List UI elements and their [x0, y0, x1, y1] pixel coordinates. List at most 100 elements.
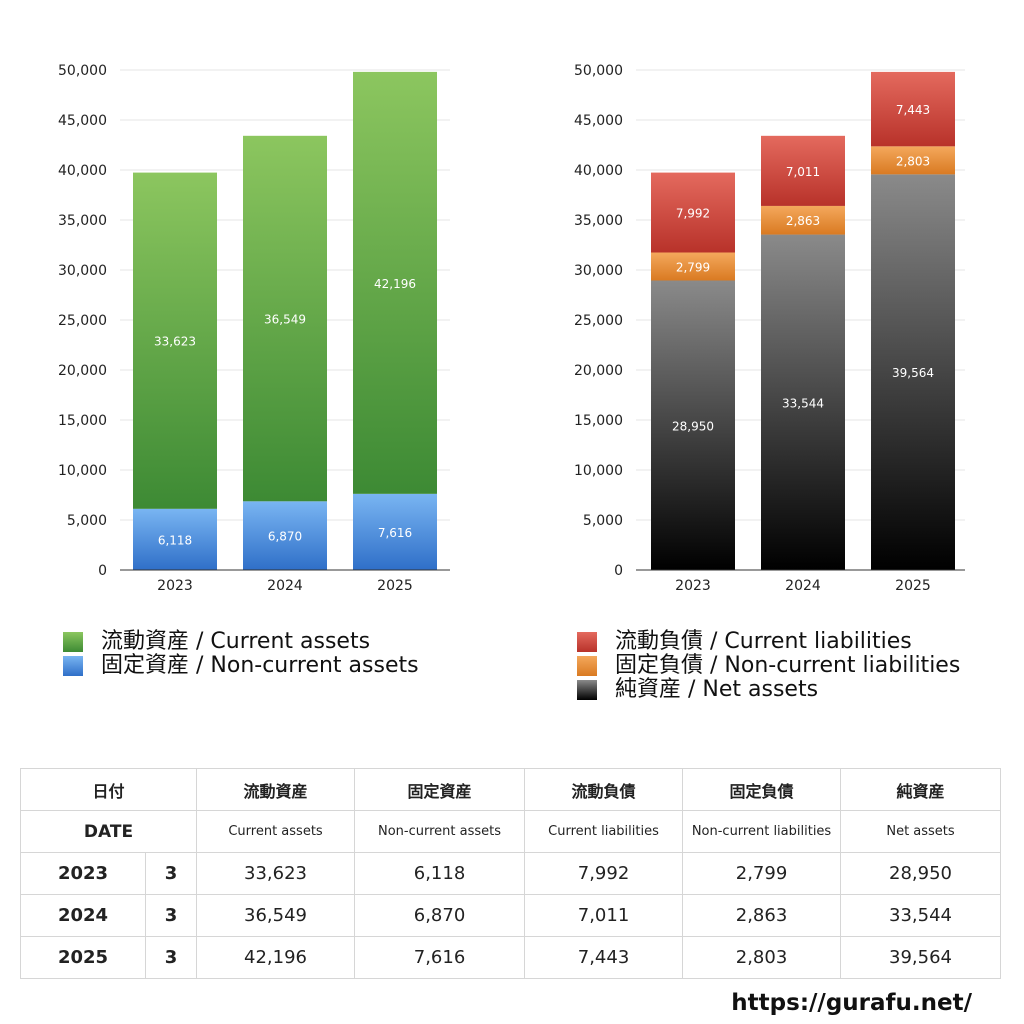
bar-ncl-2024 [761, 205, 845, 235]
y-tick-label: 50,000 [58, 63, 107, 79]
row-net-assets: 33,544 [840, 894, 1002, 937]
bar-ncl-2025 [871, 146, 955, 175]
y-tick-label: 15,000 [58, 413, 107, 429]
x-tick-label: 2025 [377, 578, 413, 594]
bar-ca-2024 [243, 135, 327, 502]
table-row: 2025 3 42,196 7,616 7,443 2,803 39,564 [20, 936, 1002, 979]
row-non-current-assets: 6,870 [354, 894, 526, 937]
bar-na-2024 [761, 234, 845, 570]
bar-nca-2025 [353, 493, 437, 570]
row-current-assets: 42,196 [196, 936, 356, 979]
legend-label: 固定負債 / Non-current liabilities [615, 653, 961, 678]
current-liabilities-swatch [577, 632, 597, 652]
bar-nca-2023 [133, 508, 217, 570]
data-label-nca-2025: 7,616 [378, 526, 412, 540]
row-current-liabilities: 7,011 [524, 894, 684, 937]
legend-item-net-assets: 純資産 / Net assets [577, 678, 960, 702]
data-label-ca-2024: 36,549 [264, 313, 306, 327]
legend-item-non-current-liabilities: 固定負債 / Non-current liabilities [577, 654, 960, 678]
bar-cl-2023 [651, 172, 735, 253]
data-label-cl-2024: 7,011 [786, 165, 820, 179]
header-current-assets-en: Current assets [196, 810, 356, 853]
row-year: 2025 [20, 936, 146, 979]
row-net-assets: 28,950 [840, 852, 1002, 895]
bar-ncl-2023 [651, 252, 735, 281]
legend-label: 純資産 / Net assets [615, 677, 819, 702]
bar-na-2025 [871, 174, 955, 571]
row-current-liabilities: 7,443 [524, 936, 684, 979]
header-non-current-liabilities-jp: 固定負債 [682, 768, 842, 811]
y-tick-label: 10,000 [58, 463, 107, 479]
header-non-current-assets-jp: 固定資産 [354, 768, 526, 811]
row-non-current-assets: 7,616 [354, 936, 526, 979]
row-non-current-liabilities: 2,799 [682, 852, 842, 895]
non-current-assets-swatch [63, 656, 83, 676]
bar-nca-2024 [243, 501, 327, 570]
data-label-nca-2023: 6,118 [158, 533, 192, 547]
data-label-na-2025: 39,564 [892, 366, 934, 380]
bar-cl-2025 [871, 71, 955, 147]
y-tick-label: 25,000 [574, 313, 623, 329]
row-non-current-liabilities: 2,863 [682, 894, 842, 937]
row-month: 3 [144, 894, 198, 937]
net-assets-swatch [577, 680, 597, 700]
data-label-na-2023: 28,950 [672, 419, 714, 433]
row-current-assets: 36,549 [196, 894, 356, 937]
data-table: 日付 流動資産 固定資産 流動負債 固定負債 純資産 DATE Current … [19, 768, 1002, 979]
x-tick-label: 2024 [267, 578, 303, 594]
bar-ca-2025 [353, 71, 437, 494]
y-tick-label: 50,000 [574, 63, 623, 79]
y-tick-label: 30,000 [574, 263, 623, 279]
data-label-cl-2023: 7,992 [676, 207, 710, 221]
data-label-ncl-2023: 2,799 [676, 261, 710, 275]
legend-item-current-liabilities: 流動負債 / Current liabilities [577, 630, 960, 654]
liabilities-net-assets-chart: 0 5,000 10,000 15,000 20,000 25,000 30,000 35,0… [574, 63, 965, 594]
row-current-assets: 33,623 [196, 852, 356, 895]
table-header-en: DATE Current assets Non-current assets C… [19, 810, 1002, 853]
data-label-ncl-2024: 2,863 [786, 214, 820, 228]
data-label-nca-2024: 6,870 [268, 530, 302, 544]
row-month: 3 [144, 936, 198, 979]
header-non-current-liabilities-en: Non-current liabilities [682, 810, 842, 853]
y-tick-label: 40,000 [574, 163, 623, 179]
header-non-current-assets-en: Non-current assets [354, 810, 526, 853]
y-tick-label: 40,000 [58, 163, 107, 179]
site-url[interactable]: https://gurafu.net/ [731, 990, 972, 1016]
data-label-ncl-2025: 2,803 [896, 154, 930, 168]
header-net-assets-jp: 純資産 [840, 768, 1002, 811]
y-tick-label: 5,000 [583, 513, 623, 529]
balance-sheet-charts: 0 5,000 10,000 15,000 20,000 25,000 30,000 35,0… [58, 63, 965, 594]
y-tick-label: 5,000 [67, 513, 107, 529]
x-tick-label: 2023 [675, 578, 711, 594]
y-tick-label: 20,000 [574, 363, 623, 379]
y-tick-label: 0 [614, 563, 623, 579]
row-current-liabilities: 7,992 [524, 852, 684, 895]
header-date-en: DATE [19, 810, 198, 853]
y-tick-label: 20,000 [58, 363, 107, 379]
legend-label: 固定資産 / Non-current assets [101, 653, 419, 678]
y-tick-label: 30,000 [58, 263, 107, 279]
y-tick-label: 45,000 [58, 113, 107, 129]
y-tick-label: 10,000 [574, 463, 623, 479]
table-row: 2024 3 36,549 6,870 7,011 2,863 33,544 [20, 894, 1002, 937]
data-label-ca-2023: 33,623 [154, 335, 196, 349]
assets-legend: 流動資産 / Current assets 固定資産 / Non-current… [63, 630, 419, 678]
bar-ca-2023 [133, 172, 217, 509]
row-non-current-liabilities: 2,803 [682, 936, 842, 979]
row-month: 3 [144, 852, 198, 895]
y-tick-label: 35,000 [58, 213, 107, 229]
y-tick-label: 0 [98, 563, 107, 579]
data-label-ca-2025: 42,196 [374, 277, 416, 291]
assets-chart: 0 5,000 10,000 15,000 20,000 25,000 30,000 35,0… [58, 63, 450, 594]
header-net-assets-en: Net assets [840, 810, 1002, 853]
x-tick-label: 2023 [157, 578, 193, 594]
y-tick-label: 45,000 [574, 113, 623, 129]
header-date-jp: 日付 [19, 768, 198, 811]
bar-cl-2024 [761, 135, 845, 206]
legend-item-current-assets: 流動資産 / Current assets [63, 630, 419, 654]
non-current-liabilities-swatch [577, 656, 597, 676]
liabilities-legend: 流動負債 / Current liabilities 固定負債 / Non-cu… [577, 630, 960, 702]
row-year: 2023 [20, 852, 146, 895]
data-label-cl-2025: 7,443 [896, 103, 930, 117]
header-current-assets-jp: 流動資産 [196, 768, 356, 811]
